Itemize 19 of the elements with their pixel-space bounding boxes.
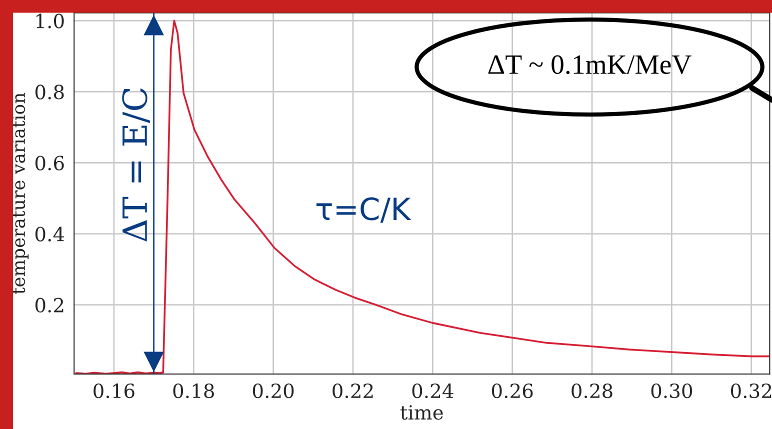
x-tick-label: 0.26 xyxy=(492,383,533,398)
x-tick-label: 0.18 xyxy=(173,383,214,398)
x-tick-label: 0.32 xyxy=(730,383,772,398)
annotation: τ=C/K xyxy=(316,197,412,223)
ref-line-label: ΔT = E/C xyxy=(122,88,150,242)
y-axis-title: temperature variation xyxy=(12,92,29,294)
annotation: ΔT ~ 0.1mK/MeV xyxy=(488,55,692,74)
y-tick-label: 1.0 xyxy=(36,14,64,28)
y-tick-label: 0.2 xyxy=(35,298,64,312)
x-tick-label: 0.24 xyxy=(412,383,454,398)
x-tick-label: 0.22 xyxy=(332,383,373,398)
y-tick-label: 0.6 xyxy=(35,156,64,170)
x-tick-label: 0.16 xyxy=(94,383,134,398)
y-tick-label: 0.8 xyxy=(35,84,64,100)
x-axis-title: time xyxy=(400,405,443,420)
x-tick-label: 0.28 xyxy=(572,383,612,398)
y-tick-label: 0.4 xyxy=(35,226,64,242)
x-tick-label: 0.30 xyxy=(651,383,692,398)
x-tick-label: 0.20 xyxy=(252,383,294,398)
